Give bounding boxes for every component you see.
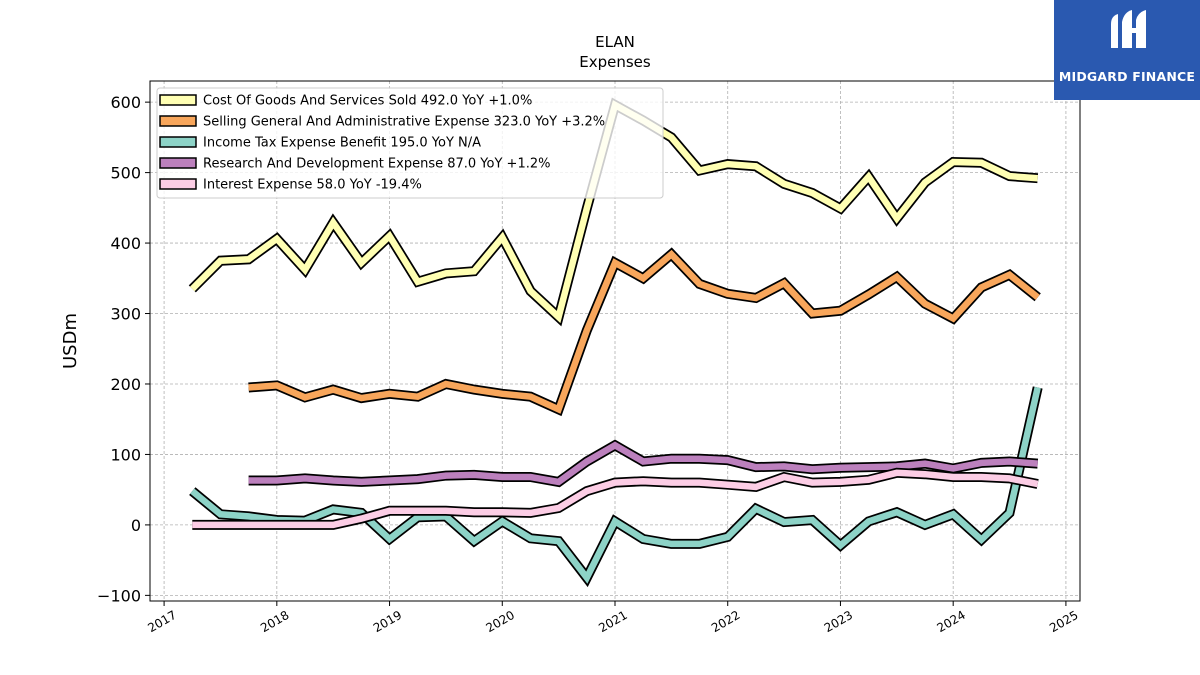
y-tick-label: −100 <box>97 586 141 605</box>
brand-logo: MIDGARD FINANCE <box>1054 0 1200 100</box>
legend-entry: Selling General And Administrative Expen… <box>203 115 605 130</box>
y-tick-label: 600 <box>110 93 141 112</box>
legend-entry: Interest Expense 58.0 YoY -19.4% <box>203 178 422 193</box>
chart-title: ELAN <box>595 33 635 51</box>
legend-swatch <box>159 178 197 190</box>
x-tick-label: 2021 <box>596 608 629 635</box>
x-tick-label: 2017 <box>145 608 178 635</box>
brand-name: MIDGARD FINANCE <box>1058 69 1196 84</box>
series-line <box>248 441 1038 486</box>
chart-subtitle: Expenses <box>579 53 651 71</box>
y-tick-label: 100 <box>110 445 141 464</box>
legend-box <box>156 87 664 199</box>
legend-entry: Income Tax Expense Benefit 195.0 YoY N/A <box>203 136 481 151</box>
legend-entry: Research And Development Expense 87.0 Yo… <box>203 157 550 172</box>
y-tick-label: 500 <box>110 164 141 183</box>
x-tick-label: 2023 <box>822 608 855 635</box>
legend-swatch <box>159 157 197 169</box>
y-tick-label: 200 <box>110 375 141 394</box>
brand-logo-icon <box>1111 10 1146 48</box>
x-tick-label: 2022 <box>709 608 742 635</box>
y-axis-label: USDm <box>60 313 81 369</box>
legend-swatch <box>159 94 197 106</box>
y-tick-label: 0 <box>131 516 141 535</box>
series-line <box>192 469 1039 529</box>
legend-swatch <box>159 136 197 148</box>
series-line <box>248 249 1040 414</box>
legend-entry: Cost Of Goods And Services Sold 492.0 Yo… <box>203 94 532 109</box>
x-tick-label: 2019 <box>371 608 404 635</box>
x-tick-label: 2018 <box>258 608 291 635</box>
x-tick-label: 2020 <box>484 608 517 635</box>
x-tick-label: 2025 <box>1047 608 1080 635</box>
legend: Cost Of Goods And Services Sold 492.0 Yo… <box>156 87 664 199</box>
y-tick-label: 300 <box>110 305 141 324</box>
x-tick-label: 2024 <box>934 608 967 635</box>
series-line <box>190 386 1041 584</box>
legend-swatch <box>159 115 197 127</box>
series-lines <box>188 97 1043 588</box>
y-tick-label: 400 <box>110 234 141 253</box>
